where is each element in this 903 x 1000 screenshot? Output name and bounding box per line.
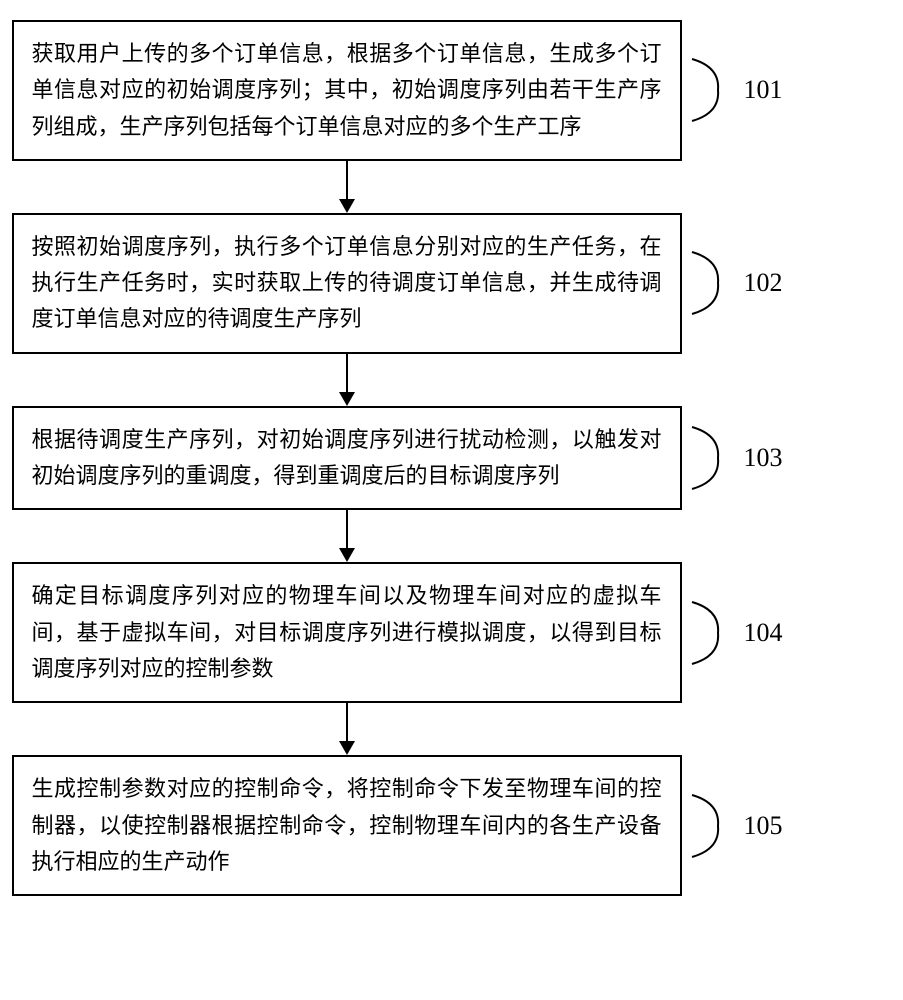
step-text: 根据待调度生产序列，对初始调度序列进行扰动检测，以触发对初始调度序列的重调度，得… <box>32 427 662 488</box>
step-label-101: 101 <box>690 55 783 125</box>
step-box-103: 根据待调度生产序列，对初始调度序列进行扰动检测，以触发对初始调度序列的重调度，得… <box>12 406 682 511</box>
step-row-102: 按照初始调度序列，执行多个订单信息分别对应的生产任务，在执行生产任务时，实时获取… <box>12 213 892 354</box>
step-row-101: 获取用户上传的多个订单信息，根据多个订单信息，生成多个订单信息对应的初始调度序列… <box>12 20 892 161</box>
step-number: 102 <box>744 268 783 298</box>
arrow-down-icon <box>12 703 682 755</box>
step-label-105: 105 <box>690 791 783 861</box>
arrow-down-icon <box>12 354 682 406</box>
curve-connector-icon <box>690 791 738 861</box>
step-number: 103 <box>744 443 783 473</box>
arrow-down-icon <box>12 161 682 213</box>
step-number: 105 <box>744 811 783 841</box>
step-box-104: 确定目标调度序列对应的物理车间以及物理车间对应的虚拟车间，基于虚拟车间，对目标调… <box>12 562 682 703</box>
step-text: 生成控制参数对应的控制命令，将控制命令下发至物理车间的控制器，以使控制器根据控制… <box>32 776 662 874</box>
step-text: 按照初始调度序列，执行多个订单信息分别对应的生产任务，在执行生产任务时，实时获取… <box>32 234 662 332</box>
arrow-104-105 <box>12 703 892 755</box>
step-row-105: 生成控制参数对应的控制命令，将控制命令下发至物理车间的控制器，以使控制器根据控制… <box>12 755 892 896</box>
curve-connector-icon <box>690 598 738 668</box>
arrow-102-103 <box>12 354 892 406</box>
step-text: 获取用户上传的多个订单信息，根据多个订单信息，生成多个订单信息对应的初始调度序列… <box>32 41 662 139</box>
flowchart-container: 获取用户上传的多个订单信息，根据多个订单信息，生成多个订单信息对应的初始调度序列… <box>12 20 892 896</box>
curve-connector-icon <box>690 248 738 318</box>
step-box-105: 生成控制参数对应的控制命令，将控制命令下发至物理车间的控制器，以使控制器根据控制… <box>12 755 682 896</box>
step-box-101: 获取用户上传的多个订单信息，根据多个订单信息，生成多个订单信息对应的初始调度序列… <box>12 20 682 161</box>
step-text: 确定目标调度序列对应的物理车间以及物理车间对应的虚拟车间，基于虚拟车间，对目标调… <box>32 583 662 681</box>
step-row-104: 确定目标调度序列对应的物理车间以及物理车间对应的虚拟车间，基于虚拟车间，对目标调… <box>12 562 892 703</box>
step-number: 104 <box>744 618 783 648</box>
step-label-104: 104 <box>690 598 783 668</box>
arrow-down-icon <box>12 510 682 562</box>
step-row-103: 根据待调度生产序列，对初始调度序列进行扰动检测，以触发对初始调度序列的重调度，得… <box>12 406 892 511</box>
arrow-103-104 <box>12 510 892 562</box>
arrow-101-102 <box>12 161 892 213</box>
step-number: 101 <box>744 75 783 105</box>
step-label-103: 103 <box>690 423 783 493</box>
curve-connector-icon <box>690 423 738 493</box>
step-box-102: 按照初始调度序列，执行多个订单信息分别对应的生产任务，在执行生产任务时，实时获取… <box>12 213 682 354</box>
step-label-102: 102 <box>690 248 783 318</box>
curve-connector-icon <box>690 55 738 125</box>
